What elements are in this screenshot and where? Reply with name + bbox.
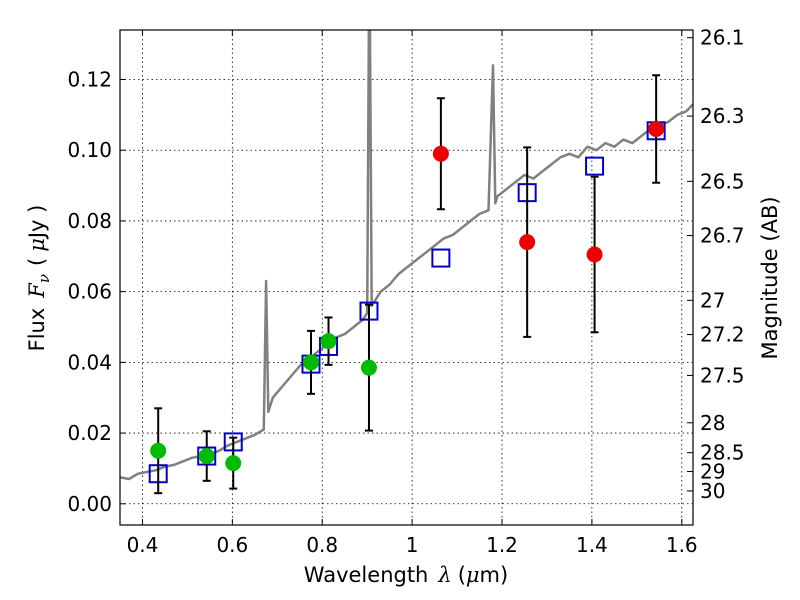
x-tick-label: 0.6 <box>216 533 248 557</box>
ticks: 0.4 0.6 0.8 1 1.2 1.4 1.6 0.00 0.02 0.04 0.06 0.08 0… <box>67 26 744 557</box>
y-tick-label: 0.10 <box>67 138 112 162</box>
photometry-point <box>648 121 665 137</box>
x-tick-label: 0.8 <box>306 533 338 557</box>
mag-tick-label: 26.7 <box>700 224 745 248</box>
x-tick-label: 1.4 <box>576 533 608 557</box>
model-photometry-square <box>585 156 605 176</box>
mag-tick-label: 27.2 <box>700 323 745 347</box>
mag-tick-label: 27 <box>700 288 725 312</box>
y-tick-label: 0.04 <box>67 350 112 374</box>
mag-tick-label: 26.1 <box>700 26 745 50</box>
y-axis-title: FluxFν(μJy ) <box>25 205 53 352</box>
mag-tick-label: 26.3 <box>700 104 745 128</box>
photometry-point <box>150 442 167 459</box>
mag-tick-label: 30 <box>700 479 725 503</box>
spectrum-line <box>120 30 693 481</box>
y2-axis-title: Magnitude (AB) <box>758 196 782 359</box>
photometry-point <box>360 359 377 376</box>
photometry-point <box>198 448 215 465</box>
y-tick-label: 0.02 <box>67 421 112 445</box>
x-tick-label: 1.2 <box>486 533 518 557</box>
mag-tick-label: 29 <box>700 460 725 484</box>
photometry-point <box>519 234 536 251</box>
photometry-point <box>320 333 337 350</box>
photometry-point <box>586 246 603 263</box>
mag-tick-label: 26.5 <box>700 169 745 193</box>
x-axis-title: Wavelength λ (μm) <box>304 563 508 587</box>
photometry-point <box>432 145 449 162</box>
y-tick-label: 0.00 <box>67 492 112 516</box>
x-tick-label: 1 <box>406 533 419 557</box>
y-tick-label: 0.12 <box>67 68 112 92</box>
data-layer <box>120 30 693 495</box>
mag-tick-label: 28 <box>700 411 725 435</box>
mag-tick-label: 27.5 <box>700 363 745 387</box>
x-tick-label: 1.6 <box>666 533 698 557</box>
mag-tick-label: 28.5 <box>700 441 745 465</box>
y-tick-label: 0.08 <box>67 209 112 233</box>
photometry-point <box>303 354 319 371</box>
photometry-point <box>225 455 242 472</box>
y-tick-label: 0.06 <box>67 280 112 304</box>
plot-frame <box>119 29 694 526</box>
x-tick-label: 0.4 <box>127 533 159 557</box>
model-photometry-square <box>431 248 451 268</box>
